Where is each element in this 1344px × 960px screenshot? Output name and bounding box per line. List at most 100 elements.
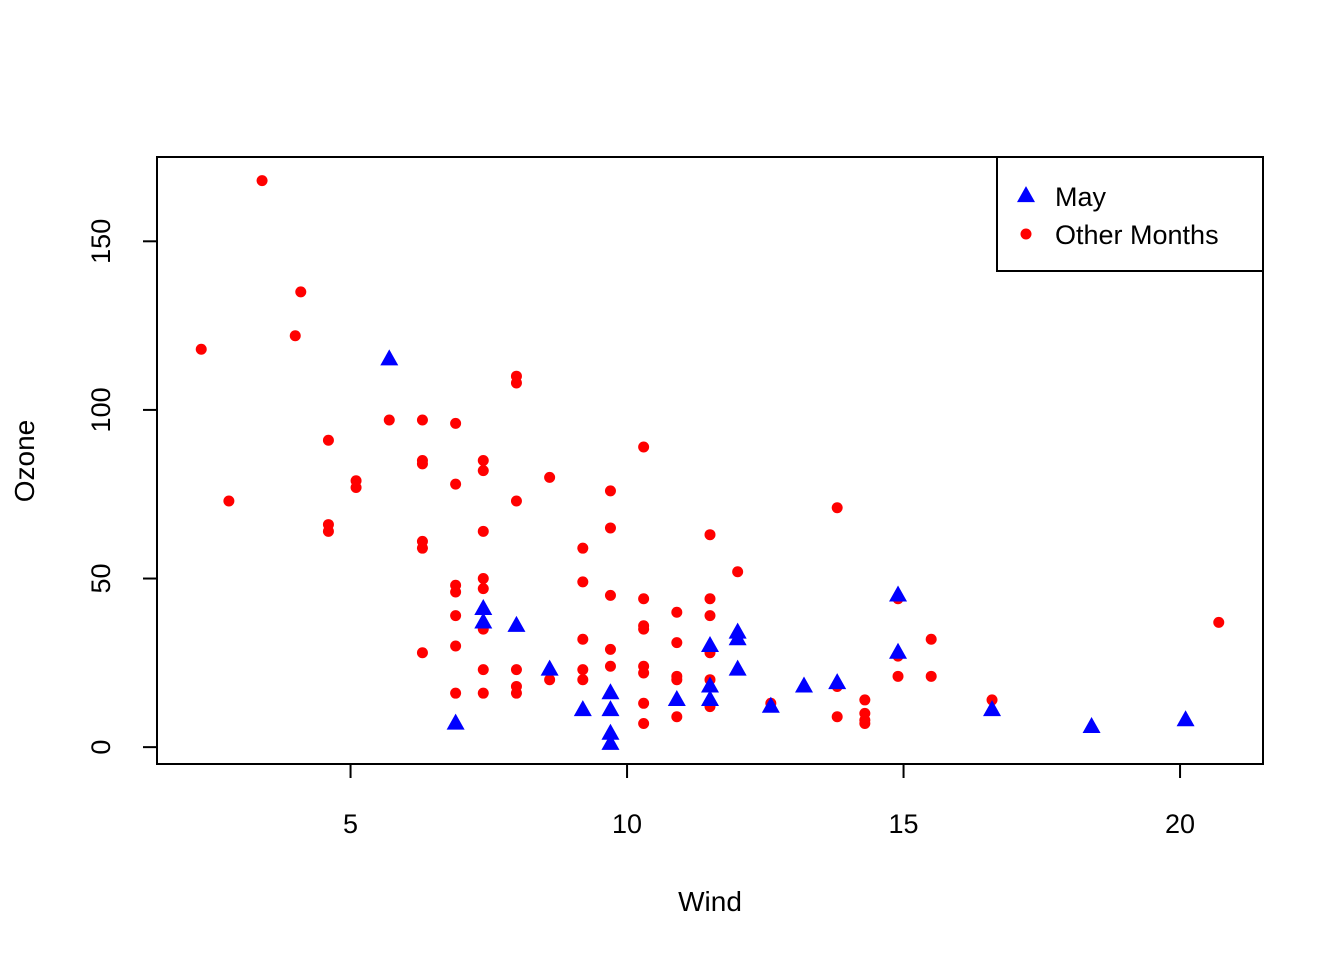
other-months-point [450, 640, 462, 652]
other-months-point [450, 610, 462, 622]
other-months-point [510, 495, 522, 507]
other-months-point [604, 485, 616, 497]
y-tick-label: 100 [86, 387, 116, 432]
other-months-point [477, 455, 489, 466]
may-point [701, 636, 719, 653]
may-point [728, 659, 747, 676]
legend: May Other Months [996, 156, 1264, 272]
other-months-point [223, 495, 235, 507]
other-months-point [416, 458, 428, 470]
may-point [540, 659, 559, 676]
x-tick-label: 20 [1165, 809, 1195, 839]
other-months-point [671, 606, 683, 618]
x-tick-label: 10 [612, 809, 642, 839]
other-months-point [604, 660, 616, 672]
other-months-point [477, 583, 489, 595]
other-months-point [577, 542, 589, 554]
other-months-point [638, 718, 650, 730]
legend-marker-may [1017, 186, 1035, 203]
other-months-point [416, 647, 428, 659]
legend-label: May [1055, 182, 1107, 212]
other-months-point [925, 670, 937, 682]
may-point [983, 700, 1002, 717]
other-months-point [416, 542, 428, 554]
other-months-point [477, 573, 489, 585]
may-point [474, 598, 493, 615]
other-months-point [892, 670, 904, 682]
may-point [795, 676, 814, 693]
other-months-point [510, 377, 522, 389]
other-months-point [604, 589, 616, 601]
other-months-point [925, 633, 937, 645]
other-months-point [450, 417, 462, 429]
may-point [601, 733, 620, 750]
other-months-point [450, 478, 462, 490]
may-point [380, 349, 399, 366]
y-axis: 0 50 100 150 [86, 219, 158, 755]
other-months-point [256, 175, 268, 187]
other-months-point [510, 664, 522, 676]
other-months-point [322, 525, 334, 537]
other-months-point [986, 694, 998, 706]
other-months-point [477, 687, 489, 699]
may-point [474, 612, 493, 629]
other-months-point [295, 286, 307, 298]
other-months-point [544, 471, 556, 483]
other-months-point [450, 586, 462, 598]
other-months-point [510, 687, 522, 699]
other-months-point [671, 711, 683, 723]
may-point [601, 723, 620, 740]
other-months-point [704, 610, 716, 622]
other-months-point [638, 623, 650, 635]
other-months-point [732, 566, 744, 578]
other-months-point [638, 441, 650, 453]
other-months-point [604, 643, 616, 655]
other-months-point [604, 522, 616, 534]
may-point [601, 683, 620, 700]
other-months-point [859, 718, 871, 730]
other-months-point [831, 502, 843, 514]
other-months-point [577, 664, 589, 676]
other-months-point [450, 687, 462, 699]
x-axis-title: Wind [678, 886, 742, 917]
other-months-point [195, 343, 207, 355]
other-months-point [477, 525, 489, 537]
y-tick-label: 0 [86, 740, 116, 755]
other-months-point [638, 667, 650, 679]
may-point [701, 676, 719, 693]
x-tick-label: 15 [889, 809, 919, 839]
other-months-point [638, 697, 650, 709]
x-tick-label: 5 [343, 809, 358, 839]
other-months-point [1213, 616, 1225, 628]
other-months-point [671, 637, 683, 649]
other-months-point [322, 434, 334, 446]
y-axis-title: Ozone [9, 420, 40, 503]
data-points [195, 175, 1225, 750]
other-months-point [350, 481, 362, 493]
may-point [446, 713, 465, 730]
may-point [701, 690, 719, 707]
may-point [889, 642, 908, 659]
may-point [828, 673, 847, 690]
other-months-point [477, 465, 489, 477]
may-point [1176, 710, 1195, 727]
other-months-point [704, 529, 716, 541]
may-point [667, 690, 686, 707]
other-months-point [289, 330, 301, 342]
other-months-point [416, 414, 428, 426]
other-months-point [671, 674, 683, 686]
other-months-point [577, 674, 589, 686]
y-tick-label: 50 [86, 564, 116, 594]
other-months-point [577, 576, 589, 588]
other-months-point [477, 664, 489, 676]
may-point [601, 700, 620, 717]
other-months-point [638, 593, 650, 605]
may-point [889, 585, 908, 602]
legend-label: Other Months [1055, 220, 1219, 250]
may-point [728, 629, 747, 646]
may-point [761, 696, 780, 713]
other-months-point [859, 694, 871, 706]
may-point [1082, 716, 1101, 733]
other-months-point [577, 633, 589, 645]
